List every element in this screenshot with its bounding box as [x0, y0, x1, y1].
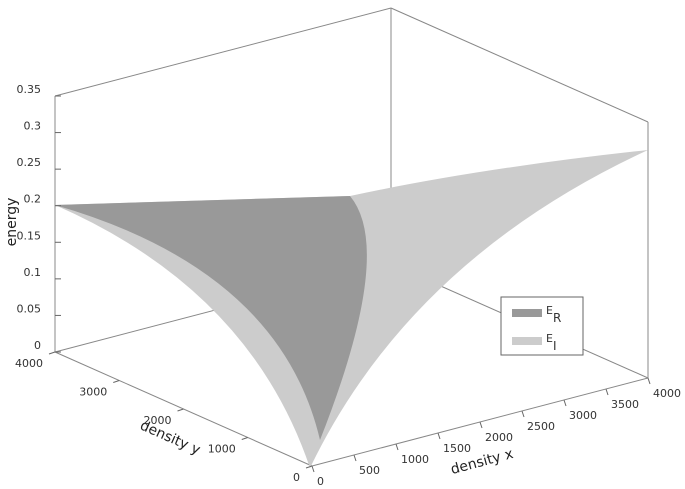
y-tick-label: 2000 [144, 414, 172, 427]
z-tick-label: 0.25 [17, 156, 42, 169]
box-edge [390, 7, 649, 123]
x-tick-label: 4000 [653, 387, 681, 400]
z-axis-label: energy [4, 198, 20, 247]
x-tick-label: 3500 [611, 398, 639, 411]
x-tick-label: 0 [317, 475, 324, 488]
y-tick-label: 3000 [79, 386, 107, 399]
y-tick [305, 465, 313, 469]
y-tick [241, 437, 248, 440]
legend-box [500, 296, 584, 356]
x-tick [353, 454, 357, 462]
legend-name: E [546, 304, 553, 317]
x-tick [311, 465, 315, 473]
y-tick-label: 0 [293, 471, 300, 484]
x-tick-label: 3000 [569, 409, 597, 422]
box-edge [54, 7, 392, 97]
surface-er [55, 196, 367, 440]
x-tick [479, 421, 483, 429]
x-tick-label: 1500 [443, 442, 471, 455]
y-tick-label: 1000 [208, 443, 236, 456]
x-tick-label: 2500 [527, 420, 555, 433]
y-tick [48, 351, 56, 355]
legend-swatch [512, 337, 542, 345]
z-tick-label: 0.2 [24, 193, 42, 206]
legend-name: E [546, 332, 553, 345]
x-tick [605, 388, 609, 396]
x-tick-label: 500 [359, 464, 380, 477]
x-tick [437, 432, 441, 440]
z-tick-label: 0.15 [17, 229, 42, 242]
x-tick [521, 410, 525, 418]
x-tick [395, 443, 399, 451]
legend-subscript: I [553, 339, 557, 353]
y-tick [113, 380, 120, 383]
z-tick-label: 0.3 [24, 120, 42, 133]
legend-label: EI [546, 332, 557, 353]
z-tick-label: 0.35 [17, 83, 42, 96]
y-tick [177, 408, 184, 412]
x-tick [647, 377, 651, 385]
x-tick-label: 1000 [401, 453, 429, 466]
z-tick-label: 0 [34, 339, 41, 352]
legend-label: ER [546, 304, 561, 325]
x-tick [563, 399, 567, 407]
z-tick-label: 0.1 [24, 266, 42, 279]
legend-subscript: R [553, 311, 561, 325]
y-tick-label: 4000 [15, 357, 43, 370]
x-tick-label: 2000 [485, 431, 513, 444]
legend-swatch [512, 309, 542, 317]
z-tick-label: 0.05 [17, 302, 42, 315]
